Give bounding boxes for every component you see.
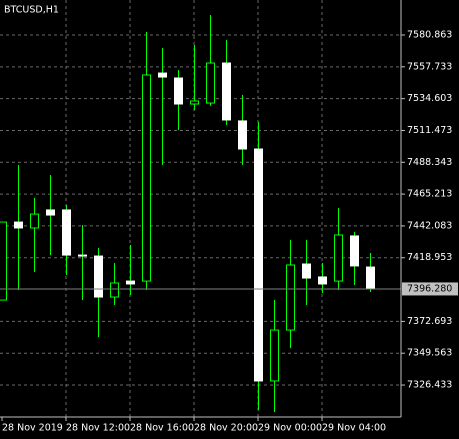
y-tick-label: 7465.213 <box>407 189 452 200</box>
candle-body <box>30 213 39 229</box>
y-tick-label: 7534.603 <box>407 93 452 104</box>
candle-body <box>350 235 359 267</box>
x-tick-label: 28 Nov 12:00 <box>66 423 130 434</box>
x-tick-label: 28 Nov 16:00 <box>130 423 194 434</box>
y-tick-label: 7442.083 <box>407 220 452 231</box>
candle-body <box>0 221 7 301</box>
axes: 7326.433 7349.563 7372.693 7418.953 7442.083… <box>1 29 458 434</box>
current-price-label: 7396.280 <box>407 283 452 294</box>
candle-body <box>270 329 279 382</box>
candle-body <box>158 72 167 78</box>
candle-body <box>254 148 263 382</box>
candle-body <box>190 100 199 105</box>
candle-body <box>302 263 311 279</box>
candle-body <box>110 282 119 298</box>
y-tick-label: 7326.433 <box>407 380 452 391</box>
candle-body <box>14 221 23 229</box>
candle-body <box>62 209 71 256</box>
candle-body <box>174 77 183 105</box>
y-tick-label: 7580.863 <box>407 29 452 40</box>
x-tick-label: 29 Nov 04:00 <box>322 423 386 434</box>
x-tick-label: 28 Nov 2019 <box>2 423 63 434</box>
current-price-box <box>402 282 458 296</box>
candle-body <box>46 209 55 216</box>
candle-body <box>78 254 87 257</box>
candle-body <box>366 266 375 290</box>
candle-body <box>318 276 327 285</box>
y-tick-label: 7511.473 <box>407 125 452 136</box>
candle-body <box>94 255 103 298</box>
candle-body <box>334 234 343 282</box>
x-tick-label: 28 Nov 20:00 <box>194 423 258 434</box>
candle-body <box>126 280 135 285</box>
y-tick-label: 7488.343 <box>407 157 452 168</box>
y-tick-label: 7557.733 <box>407 61 452 72</box>
candle-body <box>286 264 295 331</box>
candle-body <box>222 62 231 121</box>
chart-title: BTCUSD,H1 <box>4 5 59 16</box>
candles <box>0 14 401 413</box>
y-tick-label: 7418.953 <box>407 252 452 263</box>
x-tick-label: 29 Nov 00:00 <box>258 423 322 434</box>
candle-body <box>142 74 151 282</box>
y-tick-label: 7372.693 <box>407 316 452 327</box>
candle-body <box>238 120 247 150</box>
candle-body <box>206 62 215 104</box>
y-tick-label: 7349.563 <box>407 348 452 359</box>
